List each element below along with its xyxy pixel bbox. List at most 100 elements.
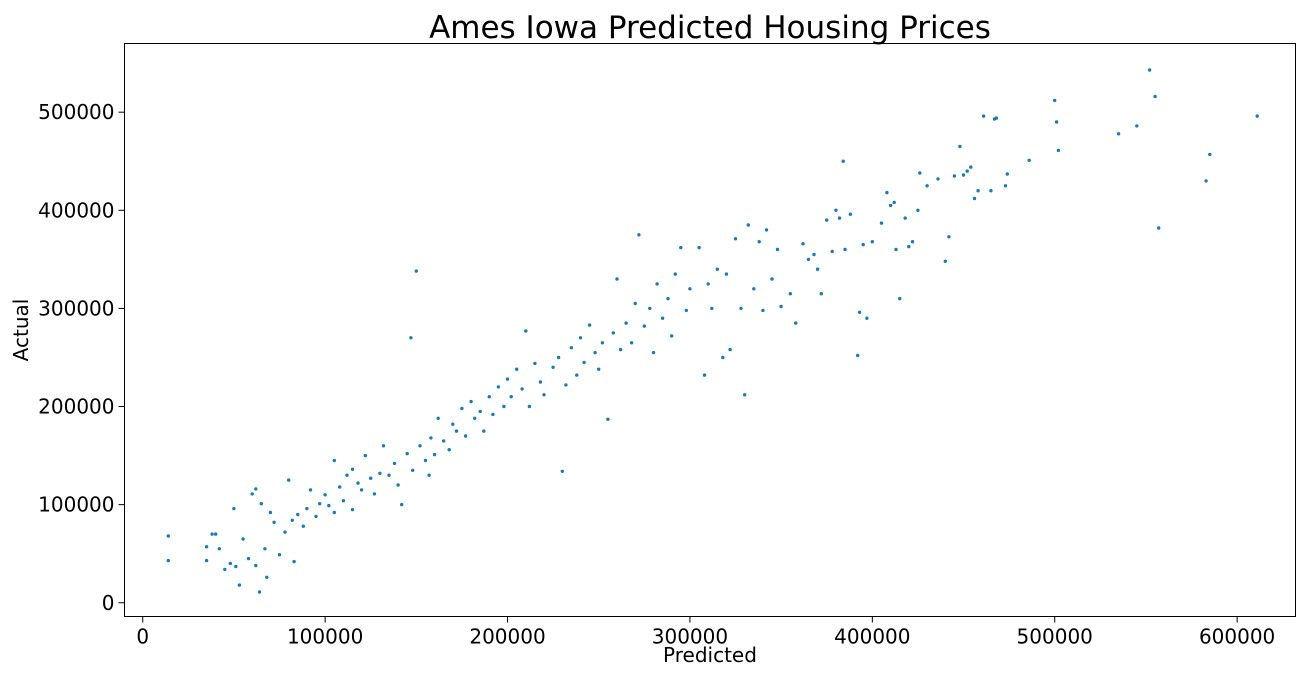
data-point	[451, 422, 455, 426]
data-point	[925, 184, 929, 188]
data-point	[473, 416, 477, 420]
data-point	[1054, 120, 1059, 124]
data-point	[848, 212, 853, 216]
data-point	[903, 216, 907, 220]
data-point	[587, 323, 592, 327]
data-point	[305, 506, 309, 511]
data-point	[1053, 98, 1057, 103]
data-point	[405, 451, 409, 456]
data-point	[606, 417, 610, 421]
y-tick-label: 0	[102, 591, 115, 615]
y-tick-label: 200000	[38, 395, 114, 419]
data-point	[318, 502, 322, 506]
data-point	[520, 387, 524, 391]
data-point	[551, 365, 555, 369]
data-point	[812, 252, 816, 257]
data-point	[593, 350, 597, 355]
data-point	[721, 355, 725, 360]
data-point	[372, 492, 377, 496]
data-point	[834, 208, 838, 212]
data-point	[697, 245, 701, 250]
data-point	[611, 331, 615, 335]
data-point	[633, 301, 637, 306]
data-point	[841, 159, 845, 163]
x-tick-label: 0	[136, 625, 149, 649]
data-point	[624, 321, 628, 325]
data-point	[556, 355, 561, 360]
data-point	[409, 336, 413, 340]
data-point	[710, 306, 714, 311]
x-axis-label: Predicted	[663, 643, 757, 667]
data-point	[447, 448, 451, 452]
data-point	[947, 235, 951, 239]
data-point	[387, 473, 391, 477]
data-point	[323, 493, 327, 497]
data-point	[327, 503, 331, 508]
data-point	[369, 476, 373, 480]
data-point	[916, 208, 920, 212]
data-point	[739, 306, 743, 311]
data-point	[1027, 158, 1031, 162]
data-point	[952, 174, 957, 178]
data-point	[527, 404, 532, 409]
data-point	[865, 316, 869, 320]
data-point	[350, 467, 355, 471]
data-point	[972, 196, 977, 201]
y-axis-label: Actual	[9, 299, 33, 362]
data-point	[715, 267, 719, 271]
data-point	[287, 478, 291, 482]
y-tick-label: 100000	[38, 493, 114, 517]
data-point	[1056, 148, 1061, 153]
data-point	[460, 406, 464, 411]
data-points	[166, 68, 1259, 594]
x-tick-label: 500000	[1017, 625, 1093, 649]
data-point	[582, 360, 586, 365]
data-point	[761, 308, 765, 313]
data-point	[770, 277, 774, 281]
data-point	[618, 347, 623, 352]
data-point	[892, 200, 896, 205]
data-point	[359, 488, 364, 492]
data-point	[509, 395, 513, 399]
data-point	[1005, 172, 1009, 176]
data-point	[1208, 152, 1212, 157]
data-point	[600, 341, 605, 345]
data-point	[861, 242, 865, 247]
data-point	[223, 567, 227, 572]
data-point	[356, 481, 360, 485]
data-point	[733, 237, 738, 241]
data-point	[290, 518, 294, 522]
data-point	[237, 583, 242, 587]
data-point	[615, 277, 619, 281]
data-point	[764, 228, 769, 232]
data-point	[1153, 94, 1157, 99]
data-point	[436, 416, 440, 420]
data-point	[907, 244, 911, 249]
data-point	[482, 429, 486, 433]
data-point	[1116, 132, 1121, 136]
data-point	[214, 532, 218, 536]
data-point	[257, 590, 262, 594]
data-point	[743, 393, 747, 397]
data-point	[204, 545, 209, 549]
data-point	[655, 282, 659, 286]
data-point	[272, 520, 276, 524]
data-point	[898, 296, 902, 301]
data-point	[994, 116, 999, 120]
data-point	[1147, 68, 1152, 72]
data-point	[976, 189, 980, 193]
y-tick-label: 500000	[38, 100, 114, 124]
data-point	[1157, 226, 1161, 230]
data-point	[648, 306, 652, 311]
data-point	[363, 453, 367, 458]
data-point	[411, 468, 415, 472]
data-point	[423, 458, 428, 463]
data-point	[442, 439, 446, 443]
data-point	[794, 321, 798, 325]
data-point	[166, 558, 170, 563]
data-point	[879, 221, 884, 225]
data-point	[341, 499, 346, 503]
data-point	[801, 242, 805, 246]
y-tick-label: 300000	[38, 296, 114, 320]
